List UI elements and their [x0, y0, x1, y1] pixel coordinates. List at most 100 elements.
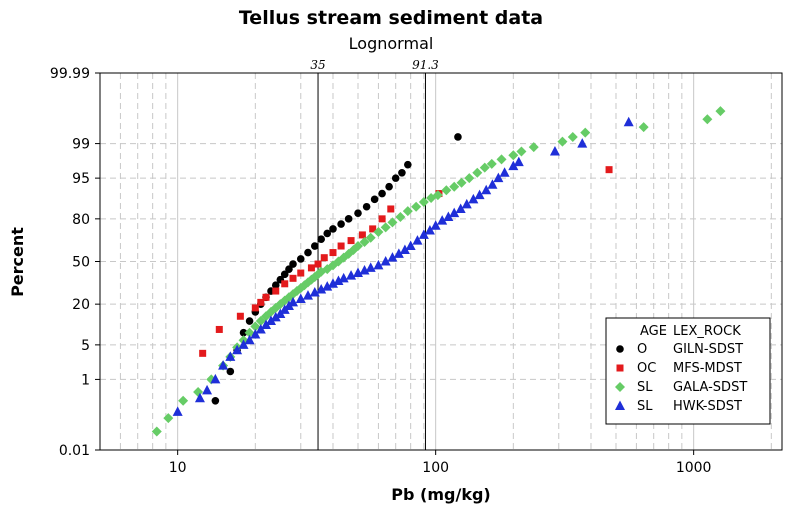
data-point — [194, 392, 205, 403]
data-point — [288, 296, 299, 307]
data-point — [441, 185, 452, 196]
data-point — [405, 240, 416, 251]
y-tick-label: 99.99 — [50, 66, 90, 82]
data-point — [623, 116, 634, 127]
data-point — [365, 262, 376, 272]
data-point — [370, 195, 379, 204]
data-point — [337, 242, 345, 250]
data-point — [347, 237, 355, 245]
data-point — [261, 319, 272, 330]
data-point — [373, 259, 384, 270]
data-point — [163, 413, 174, 424]
data-point — [210, 373, 221, 384]
reference-line-label: 35 — [310, 58, 325, 72]
data-point — [456, 177, 467, 188]
legend-age: SL — [637, 380, 653, 395]
data-point — [549, 146, 560, 156]
data-point — [430, 220, 441, 230]
data-point — [250, 321, 261, 332]
data-point — [702, 114, 713, 125]
y-tick-label: 0.01 — [59, 443, 90, 459]
y-tick-label: 80 — [72, 212, 90, 228]
reference-lines: 35 91.3 — [310, 58, 439, 450]
data-point — [232, 344, 243, 355]
data-point — [323, 229, 332, 238]
data-point — [454, 133, 462, 141]
data-point — [289, 274, 297, 282]
y-axis-label: Percent — [8, 227, 27, 297]
data-point — [178, 395, 189, 406]
data-point — [486, 158, 497, 169]
data-point — [508, 150, 519, 161]
data-point — [359, 264, 370, 275]
data-point — [285, 265, 293, 273]
data-point — [474, 189, 485, 200]
data-point — [516, 146, 527, 157]
data-point — [387, 252, 398, 262]
chart-title: Tellus stream sediment data — [239, 7, 543, 29]
data-point — [493, 172, 504, 183]
data-point — [508, 160, 519, 171]
data-point — [310, 242, 319, 250]
data-point — [402, 206, 413, 217]
data-point — [257, 298, 265, 306]
series-mfs-mdst — [199, 166, 613, 357]
data-point — [270, 311, 281, 322]
data-point — [236, 312, 244, 320]
data-point — [346, 270, 357, 280]
y-tick-label: 5 — [81, 338, 90, 354]
data-point — [218, 360, 229, 370]
data-point — [327, 278, 338, 288]
y-tick-label: 50 — [72, 255, 90, 271]
legend-label: GILN-SDST — [673, 342, 743, 357]
data-point — [449, 181, 460, 192]
legend-box — [605, 317, 771, 425]
data-point — [461, 198, 472, 209]
legend-marker — [615, 382, 625, 392]
data-point — [265, 315, 276, 326]
legend-label: GALA-SDST — [673, 380, 747, 395]
data-point — [251, 304, 259, 312]
data-point — [172, 406, 183, 416]
x-tick-label: 100 — [422, 460, 449, 476]
data-point — [412, 235, 423, 245]
data-point — [329, 249, 337, 257]
data-point — [337, 220, 345, 228]
data-point — [455, 203, 466, 213]
data-point — [387, 205, 395, 213]
legend: AGE LEX_ROCK O GILN-SDST OC MFS-MDST SL GALA-… — [605, 317, 771, 425]
data-point — [358, 231, 366, 239]
data-point — [513, 156, 524, 167]
legend-age: O — [637, 342, 647, 357]
data-point — [255, 316, 266, 327]
data-point — [317, 235, 325, 244]
data-point — [449, 207, 460, 218]
data-point — [329, 225, 337, 233]
data-point — [365, 232, 376, 243]
data-point — [391, 174, 400, 182]
data-point — [479, 162, 490, 173]
data-point — [304, 248, 312, 257]
data-point — [605, 166, 613, 174]
data-point — [378, 215, 386, 223]
y-tick-label: 1 — [81, 372, 90, 388]
y-tick-label: 95 — [72, 171, 90, 187]
data-point — [280, 270, 289, 279]
data-point — [580, 127, 591, 138]
data-point — [418, 229, 429, 239]
legend-label: MFS-MDST — [673, 361, 742, 376]
legend-marker — [616, 345, 624, 353]
data-point — [557, 136, 568, 147]
data-point — [378, 189, 386, 198]
x-tick-label: 1000 — [676, 460, 712, 476]
data-point — [393, 248, 404, 258]
data-point — [399, 244, 410, 254]
data-point — [481, 184, 492, 195]
data-point — [373, 226, 384, 237]
data-point — [472, 167, 483, 178]
data-point — [338, 272, 349, 283]
data-point — [385, 182, 393, 191]
data-point — [715, 106, 726, 117]
data-point — [437, 215, 448, 225]
legend-label: HWK-SDST — [673, 399, 742, 414]
